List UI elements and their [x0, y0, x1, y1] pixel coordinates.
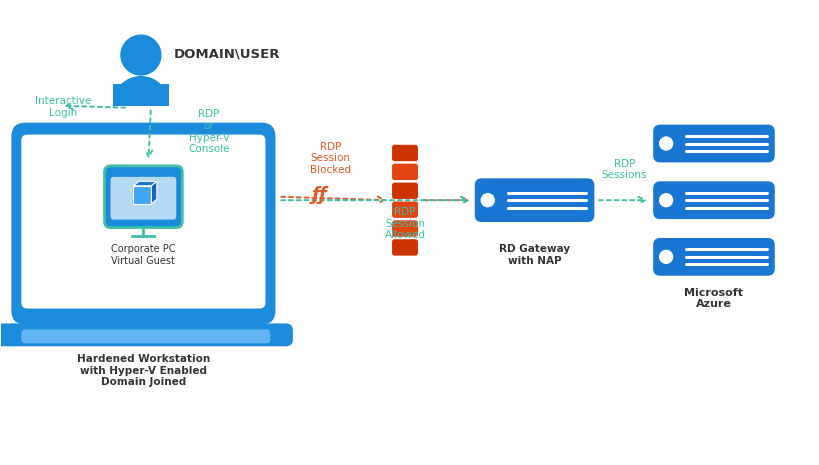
FancyBboxPatch shape — [392, 220, 418, 237]
FancyBboxPatch shape — [21, 329, 270, 343]
Circle shape — [659, 194, 672, 206]
Text: Microsoft
Azure: Microsoft Azure — [685, 288, 744, 309]
FancyBboxPatch shape — [105, 166, 183, 227]
Text: DOMAIN\USER: DOMAIN\USER — [174, 47, 280, 60]
FancyBboxPatch shape — [392, 145, 418, 161]
Polygon shape — [133, 181, 157, 186]
FancyBboxPatch shape — [392, 239, 418, 256]
Circle shape — [482, 194, 494, 206]
Circle shape — [121, 35, 161, 75]
FancyBboxPatch shape — [392, 164, 418, 180]
FancyBboxPatch shape — [0, 324, 293, 346]
Circle shape — [659, 137, 672, 150]
Polygon shape — [152, 181, 157, 204]
Text: RDP
or
Hyper-V
Console: RDP or Hyper-V Console — [188, 109, 230, 154]
FancyBboxPatch shape — [392, 201, 418, 218]
Text: ƒƒ: ƒƒ — [312, 186, 328, 204]
FancyBboxPatch shape — [654, 238, 775, 276]
Circle shape — [659, 250, 672, 263]
Text: RD Gateway
with NAP: RD Gateway with NAP — [499, 244, 570, 266]
Text: Corporate PC
Virtual Guest: Corporate PC Virtual Guest — [111, 245, 175, 266]
Text: RDP
Session
Allowed: RDP Session Allowed — [384, 207, 426, 240]
FancyBboxPatch shape — [392, 183, 418, 199]
Text: Hardened Workstation
with Hyper-V Enabled
Domain Joined: Hardened Workstation with Hyper-V Enable… — [77, 354, 210, 387]
Text: Interactive
Login: Interactive Login — [35, 96, 91, 118]
FancyBboxPatch shape — [654, 125, 775, 162]
Bar — [113, 84, 169, 106]
FancyBboxPatch shape — [654, 181, 775, 219]
FancyBboxPatch shape — [21, 134, 265, 309]
Wedge shape — [113, 76, 169, 104]
Polygon shape — [133, 186, 152, 204]
FancyBboxPatch shape — [11, 123, 275, 325]
Text: RDP
Sessions: RDP Sessions — [601, 159, 647, 180]
Text: RDP
Session
Blocked: RDP Session Blocked — [310, 142, 351, 175]
FancyBboxPatch shape — [111, 177, 176, 219]
FancyBboxPatch shape — [475, 178, 595, 222]
